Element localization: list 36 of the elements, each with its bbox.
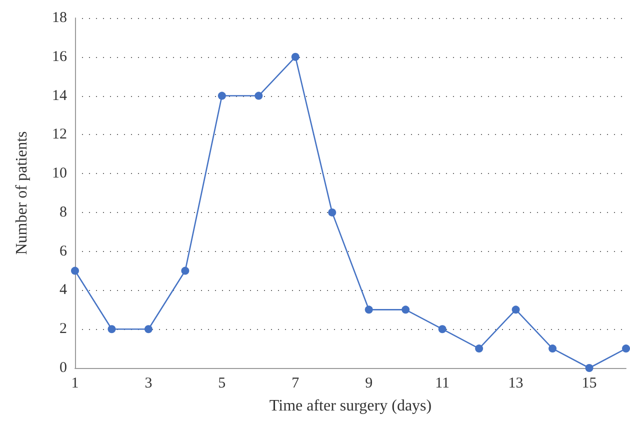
- x-tick-label: 5: [218, 376, 226, 392]
- point: [291, 52, 300, 61]
- point: [181, 266, 190, 275]
- y-tick-label: 8: [60, 204, 67, 220]
- x-tick-label: 1: [71, 376, 79, 392]
- point: [254, 92, 263, 100]
- point: [438, 325, 446, 334]
- point: [218, 92, 226, 100]
- y-tick-label: 10: [52, 166, 67, 182]
- point: [364, 306, 373, 314]
- point: [622, 344, 630, 353]
- x-axis-title: Time after surgery (days): [269, 398, 432, 414]
- x-tick-label: 11: [435, 376, 450, 392]
- point: [475, 344, 484, 353]
- y-tick-label: 4: [60, 282, 68, 298]
- x-tick-label: 7: [292, 376, 300, 392]
- point: [402, 306, 410, 314]
- y-tick-label: 2: [60, 321, 67, 338]
- point: [328, 208, 336, 216]
- point: [512, 306, 520, 314]
- x-tick-label: 13: [508, 376, 524, 392]
- y-tick-label: 0: [60, 360, 67, 376]
- y-tick-label: 12: [52, 126, 67, 143]
- point: [548, 344, 557, 353]
- y-tick-label: 14: [52, 88, 68, 104]
- x-tick-label: 9: [365, 376, 373, 392]
- point: [71, 266, 79, 275]
- y-axis-title: Number of patients: [14, 131, 30, 255]
- point: [144, 325, 152, 334]
- y-tick-label: 6: [60, 243, 68, 260]
- y-tick-label: 16: [52, 48, 68, 65]
- x-tick-label: 3: [144, 376, 152, 392]
- x-tick-label: 15: [582, 376, 597, 392]
- y-tick-label: 18: [52, 10, 67, 26]
- point: [108, 325, 116, 334]
- point: [585, 364, 594, 372]
